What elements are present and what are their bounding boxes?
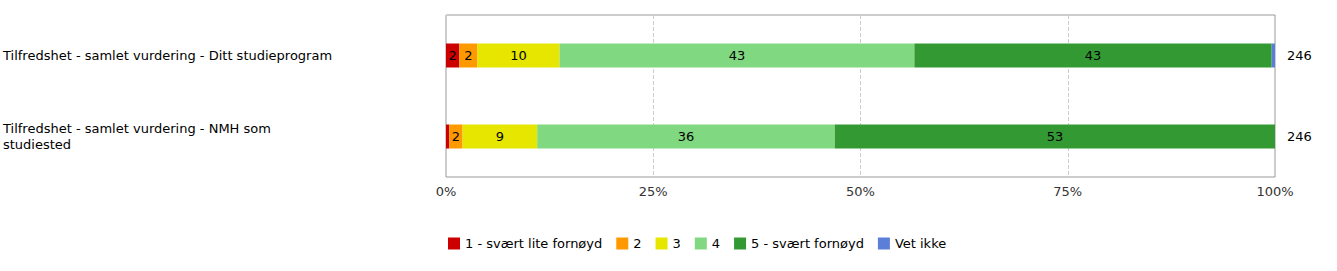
svg-text:Vet ikke: Vet ikke: [895, 236, 946, 251]
svg-text:Tilfredshet - samlet vurdering: Tilfredshet - samlet vurdering - NMH som: [2, 121, 275, 136]
svg-text:246: 246: [1287, 129, 1312, 144]
svg-text:36: 36: [678, 129, 695, 144]
svg-text:2: 2: [464, 48, 472, 63]
svg-text:43: 43: [1085, 48, 1102, 63]
svg-text:75%: 75%: [1053, 184, 1082, 199]
svg-text:100%: 100%: [1256, 184, 1293, 199]
svg-text:2: 2: [633, 236, 641, 251]
svg-text:Tilfredshet - samlet vurdering: Tilfredshet - samlet vurdering - Ditt st…: [2, 48, 332, 63]
svg-text:50%: 50%: [846, 184, 875, 199]
svg-text:25%: 25%: [639, 184, 668, 199]
svg-text:2: 2: [448, 48, 456, 63]
svg-text:9: 9: [496, 129, 504, 144]
svg-text:3: 3: [673, 236, 681, 251]
svg-text:2: 2: [452, 129, 460, 144]
svg-text:43: 43: [729, 48, 746, 63]
svg-text:53: 53: [1047, 129, 1064, 144]
svg-text:1 - svært lite fornøyd: 1 - svært lite fornøyd: [465, 236, 602, 251]
svg-text:studiested: studiested: [3, 137, 71, 152]
svg-text:10: 10: [510, 48, 527, 63]
svg-text:5 - svært fornøyd: 5 - svært fornøyd: [751, 236, 864, 251]
svg-text:246: 246: [1287, 48, 1312, 63]
svg-text:4: 4: [712, 236, 720, 251]
svg-text:0%: 0%: [436, 184, 457, 199]
